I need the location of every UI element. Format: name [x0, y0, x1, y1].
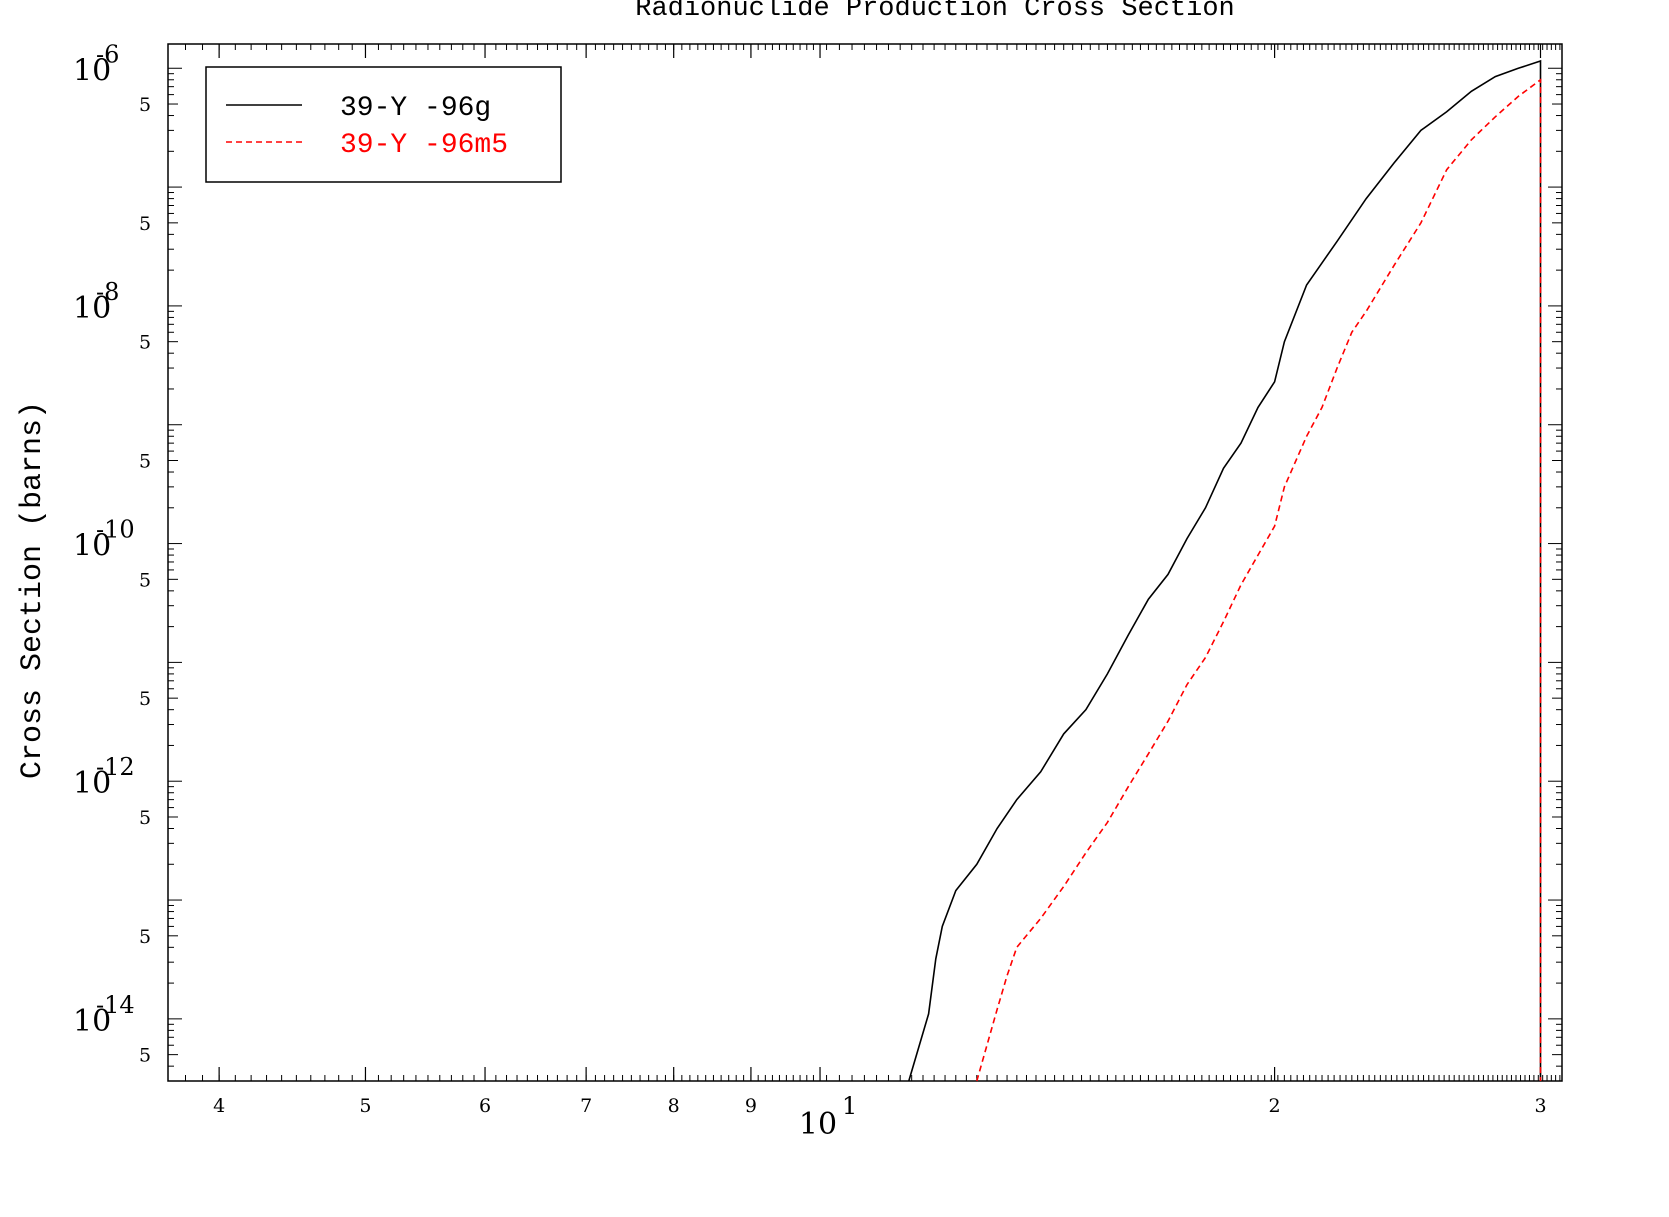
y-tick-label-exponent: -12: [96, 753, 135, 781]
legend-label-y96m5: 39-Y -96m5: [340, 130, 508, 161]
y-tick-label-five: 5: [139, 94, 151, 116]
y-tick-label-five: 5: [139, 332, 151, 354]
x-tick-label: 4: [213, 1095, 225, 1117]
x-tick-label: 6: [479, 1095, 491, 1117]
x-tick-label: 5: [359, 1095, 371, 1117]
x-tick-label: 7: [580, 1095, 592, 1117]
y-tick-label-exponent: -6: [96, 40, 119, 68]
y-tick-label-five: 5: [139, 926, 151, 948]
legend-label-y96g: 39-Y -96g: [340, 93, 491, 124]
y-tick-label: 10: [73, 529, 111, 564]
series-line-y96m5: [976, 78, 1542, 1082]
y-axis-label: Cross Section (barns): [16, 401, 50, 779]
plot-frame: [167, 43, 1563, 1082]
series-line-y96g: [908, 59, 1542, 1082]
y-tick-label-exponent: -8: [96, 278, 119, 306]
y-tick-label-five: 5: [139, 807, 151, 829]
y-tick-label-five: 5: [139, 569, 151, 591]
y-tick-label-five: 5: [139, 213, 151, 235]
y-tick-label-five: 5: [139, 688, 151, 710]
y-tick-label-five: 5: [139, 451, 151, 473]
legend: 39-Y -96g 39-Y -96m5: [205, 66, 562, 183]
x-tick-label-exponent: 1: [842, 1092, 857, 1120]
x-tick-label: 10: [799, 1107, 837, 1142]
y-tick-label: 10: [73, 291, 111, 326]
x-tick-label: 3: [1534, 1095, 1546, 1117]
y-tick-label: 10: [73, 766, 111, 801]
y-tick-label-exponent: -10: [96, 516, 135, 544]
y-tick-label-five: 5: [139, 1045, 151, 1067]
x-tick-label: 8: [668, 1095, 680, 1117]
x-tick-label: 2: [1269, 1095, 1281, 1117]
chart-title: Radionuclide Production Cross Section: [635, 0, 1235, 24]
y-tick-label: 10: [73, 53, 111, 88]
y-tick-label-exponent: -14: [96, 991, 135, 1019]
legend-box: [205, 66, 562, 183]
y-tick-label: 10: [73, 1004, 111, 1039]
x-tick-label: 9: [745, 1095, 757, 1117]
